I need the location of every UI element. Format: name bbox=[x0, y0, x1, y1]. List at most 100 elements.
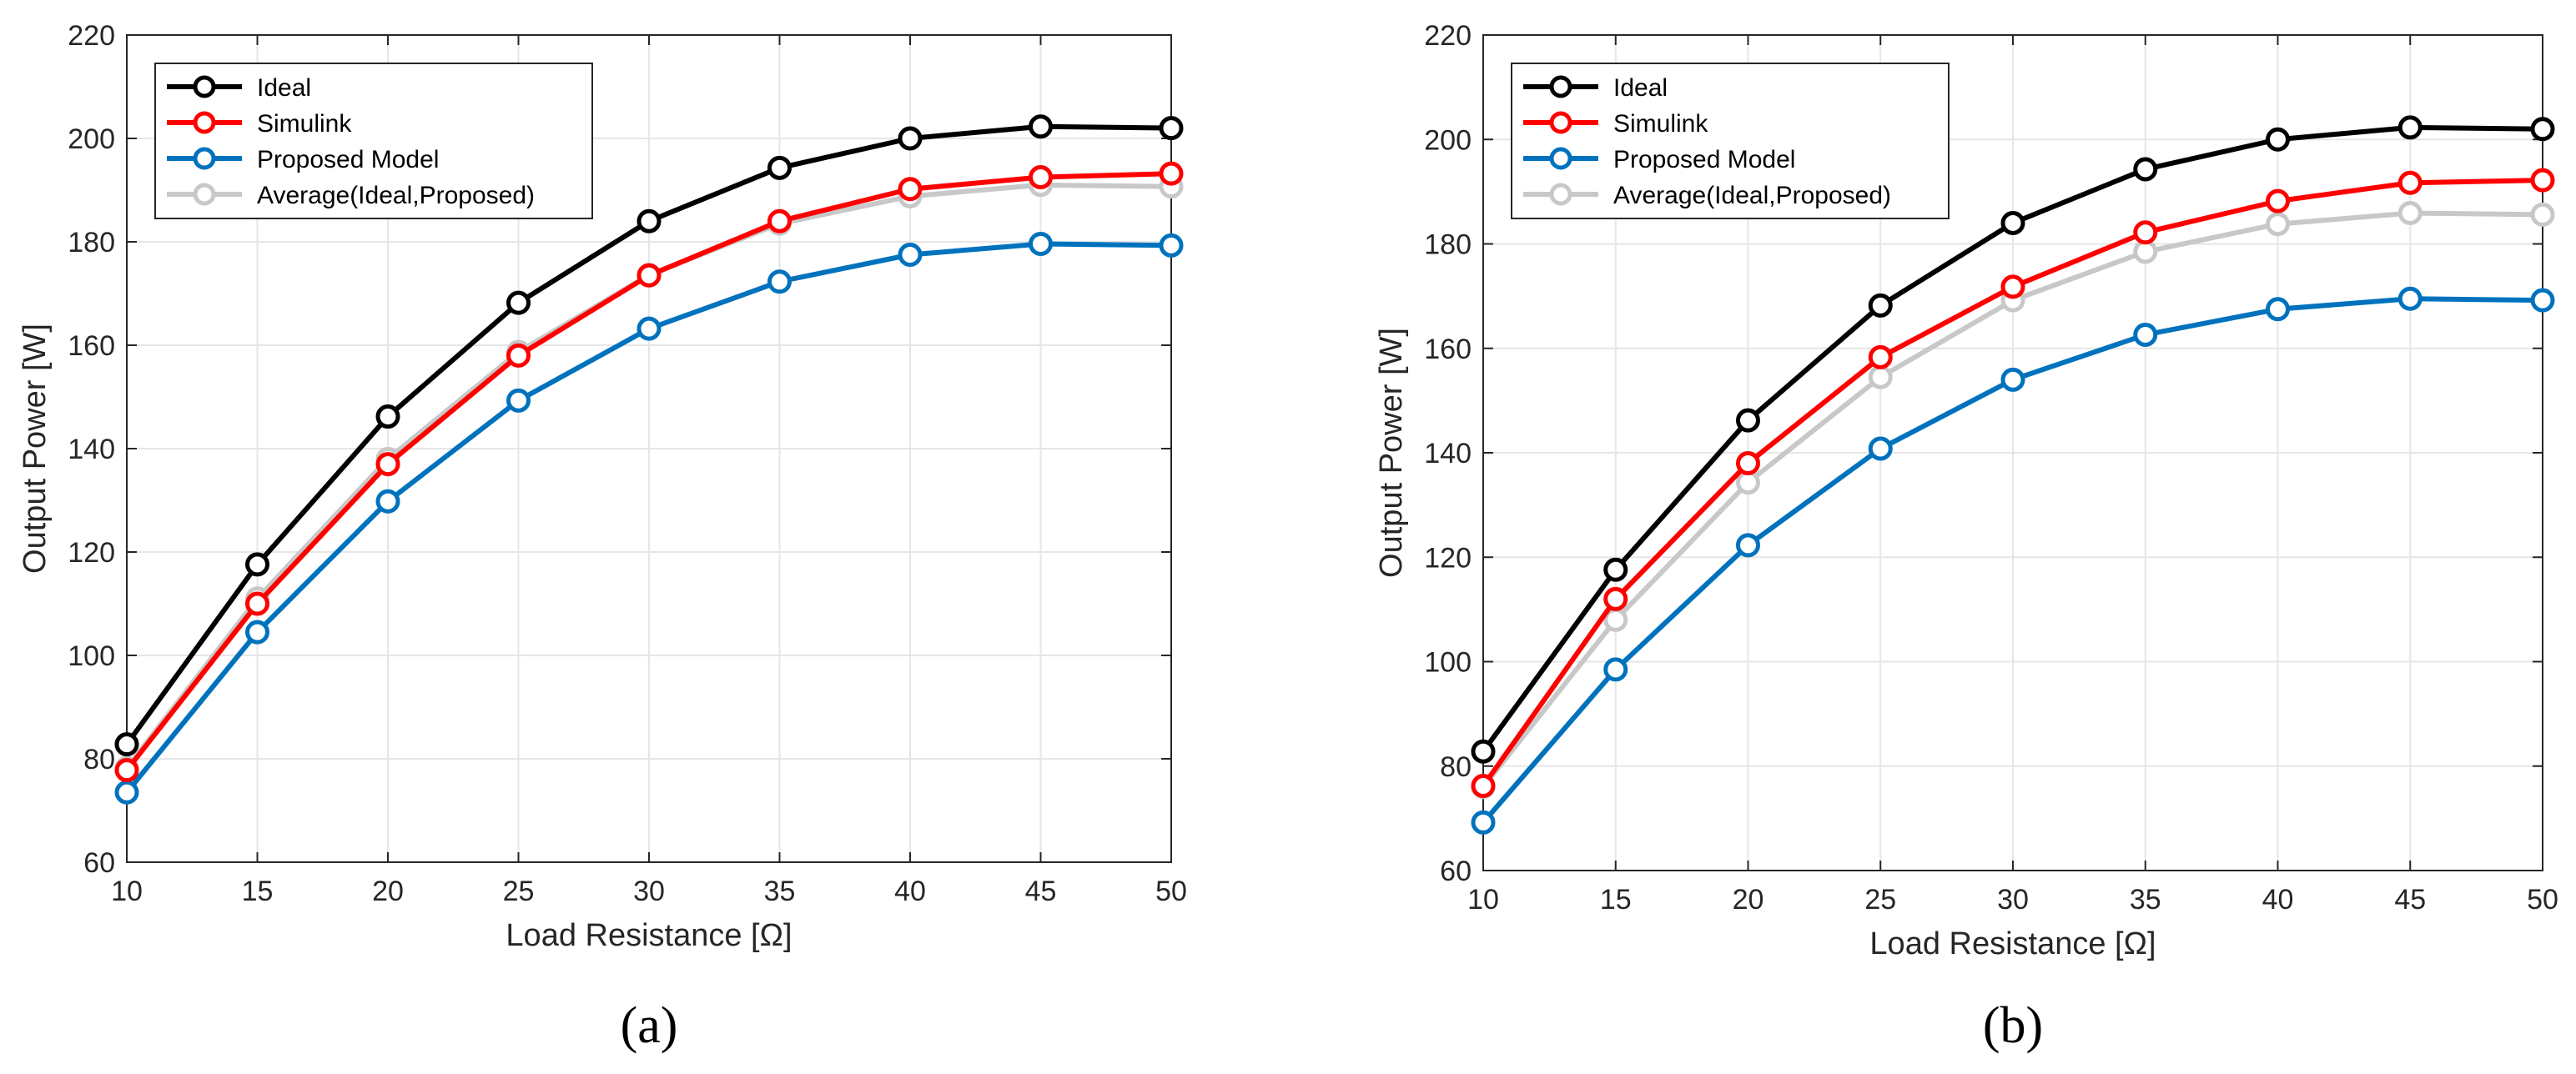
x-tick-label: 10 bbox=[1467, 884, 1499, 916]
chart-a-svg: 10 15 20 25 30 35 40 45 50 60 80 100 120 140 160 180 200… bbox=[18, 20, 1187, 1054]
y-tick-label: 60 bbox=[83, 847, 115, 879]
legend-marker bbox=[1549, 75, 1572, 98]
series-simulink bbox=[114, 161, 1184, 783]
x-tick-label: 25 bbox=[1864, 884, 1896, 916]
tick-labels: 10 15 20 25 30 35 40 45 50 60 80 100 120 140 160 180 200… bbox=[1424, 20, 2558, 916]
legend-marker bbox=[1549, 111, 1572, 134]
chart-b-svg: 10 15 20 25 30 35 40 45 50 60 80 100 120 140 160 180 200… bbox=[1374, 20, 2558, 1054]
data-point bbox=[767, 208, 792, 233]
legend-entry: Simulink bbox=[1613, 110, 1708, 138]
legend-entry: Ideal bbox=[1613, 74, 1668, 102]
y-tick-label: 200 bbox=[1424, 124, 1472, 156]
x-tick-label: 20 bbox=[372, 876, 404, 907]
series-group bbox=[1471, 115, 2555, 835]
y-tick-label: 60 bbox=[1440, 856, 1472, 887]
data-point bbox=[1471, 810, 1496, 835]
x-tick-label: 15 bbox=[1600, 884, 1632, 916]
panel-label: (b) bbox=[1983, 997, 2043, 1054]
x-tick-label: 50 bbox=[1155, 876, 1187, 907]
data-point bbox=[1159, 116, 1184, 141]
y-axis-label: Output Power [W] bbox=[1374, 328, 1409, 578]
y-tick-label: 140 bbox=[1424, 438, 1472, 469]
y-tick-label: 100 bbox=[1424, 647, 1472, 679]
legend-entry: Proposed Model bbox=[257, 146, 439, 173]
data-point bbox=[636, 263, 662, 288]
data-point bbox=[245, 552, 269, 577]
y-tick-label: 120 bbox=[68, 537, 115, 569]
legend-marker bbox=[193, 147, 216, 170]
x-tick-label: 45 bbox=[2394, 884, 2426, 916]
legend-marker bbox=[193, 75, 216, 98]
data-point bbox=[636, 208, 662, 233]
x-tick-label: 10 bbox=[111, 876, 143, 907]
chart-panel-b: 10 15 20 25 30 35 40 45 50 60 80 100 120 140 160 180 200… bbox=[1288, 0, 2576, 1074]
y-tick-label: 220 bbox=[1424, 20, 1472, 52]
data-point bbox=[2530, 288, 2555, 313]
data-point bbox=[2133, 322, 2158, 347]
data-point bbox=[2530, 168, 2555, 193]
data-point bbox=[114, 780, 139, 805]
y-tick-label: 80 bbox=[1440, 751, 1472, 783]
x-tick-label: 35 bbox=[2130, 884, 2161, 916]
data-point bbox=[636, 316, 662, 341]
data-point bbox=[2133, 157, 2158, 182]
legend-entry: Average(Ideal,Proposed) bbox=[257, 182, 535, 209]
data-point bbox=[1736, 408, 1760, 433]
y-tick-label: 160 bbox=[1424, 334, 1472, 365]
data-point bbox=[2397, 170, 2423, 195]
y-tick-label: 120 bbox=[1424, 542, 1472, 574]
series-proposed-model bbox=[1471, 286, 2555, 835]
x-tick-label: 20 bbox=[1733, 884, 1764, 916]
data-point bbox=[1736, 470, 1760, 495]
series-ideal bbox=[1471, 115, 2555, 764]
data-point bbox=[1736, 533, 1760, 558]
data-point bbox=[1603, 586, 1628, 611]
data-point bbox=[506, 388, 531, 413]
legend-marker bbox=[1549, 147, 1572, 170]
tick-labels: 10 15 20 25 30 35 40 45 50 60 80 100 120 140 160 180 200… bbox=[68, 20, 1187, 907]
data-point bbox=[2397, 201, 2423, 226]
data-point bbox=[1471, 774, 1496, 799]
legend-marker bbox=[1549, 183, 1572, 206]
data-point bbox=[1868, 293, 1893, 318]
legend-entry: Proposed Model bbox=[1613, 146, 1795, 173]
x-tick-label: 30 bbox=[1997, 884, 2029, 916]
data-point bbox=[1603, 657, 1628, 682]
legend: Ideal Simulink Proposed Model Average(Ideal… bbox=[154, 63, 593, 219]
chart-panel-a: 10 15 20 25 30 35 40 45 50 60 80 100 120 140 160 180 200… bbox=[18, 20, 1187, 1054]
data-point bbox=[375, 404, 400, 429]
data-point bbox=[2397, 115, 2423, 140]
data-point bbox=[506, 290, 531, 315]
x-axis-label: Load Resistance [Ω] bbox=[506, 918, 792, 953]
data-point bbox=[2000, 274, 2025, 299]
panel-label: (a) bbox=[621, 997, 678, 1054]
legend-entry: Ideal bbox=[257, 74, 311, 102]
y-tick-label: 80 bbox=[83, 744, 115, 775]
x-tick-label: 35 bbox=[764, 876, 796, 907]
data-point bbox=[898, 126, 923, 151]
y-tick-label: 220 bbox=[68, 20, 115, 52]
data-point bbox=[1471, 739, 1496, 764]
data-point bbox=[2133, 239, 2158, 264]
data-point bbox=[1029, 231, 1053, 256]
data-point bbox=[1603, 557, 1628, 582]
data-point bbox=[2133, 220, 2158, 245]
data-point bbox=[2266, 188, 2290, 213]
data-point bbox=[2266, 212, 2290, 237]
data-point bbox=[2530, 117, 2555, 142]
data-point bbox=[1868, 436, 1893, 461]
data-point bbox=[898, 243, 923, 267]
data-point bbox=[767, 155, 792, 180]
data-point bbox=[2530, 202, 2555, 227]
data-point bbox=[1159, 233, 1184, 258]
data-point bbox=[1029, 114, 1053, 139]
data-point bbox=[2000, 210, 2025, 235]
data-point bbox=[375, 452, 400, 477]
x-tick-label: 25 bbox=[503, 876, 535, 907]
data-point bbox=[1029, 165, 1053, 189]
series-group bbox=[114, 114, 1184, 805]
y-axis-label: Output Power [W] bbox=[18, 324, 53, 574]
y-tick-label: 200 bbox=[68, 123, 115, 155]
data-point bbox=[1868, 344, 1893, 369]
y-tick-label: 140 bbox=[68, 434, 115, 465]
